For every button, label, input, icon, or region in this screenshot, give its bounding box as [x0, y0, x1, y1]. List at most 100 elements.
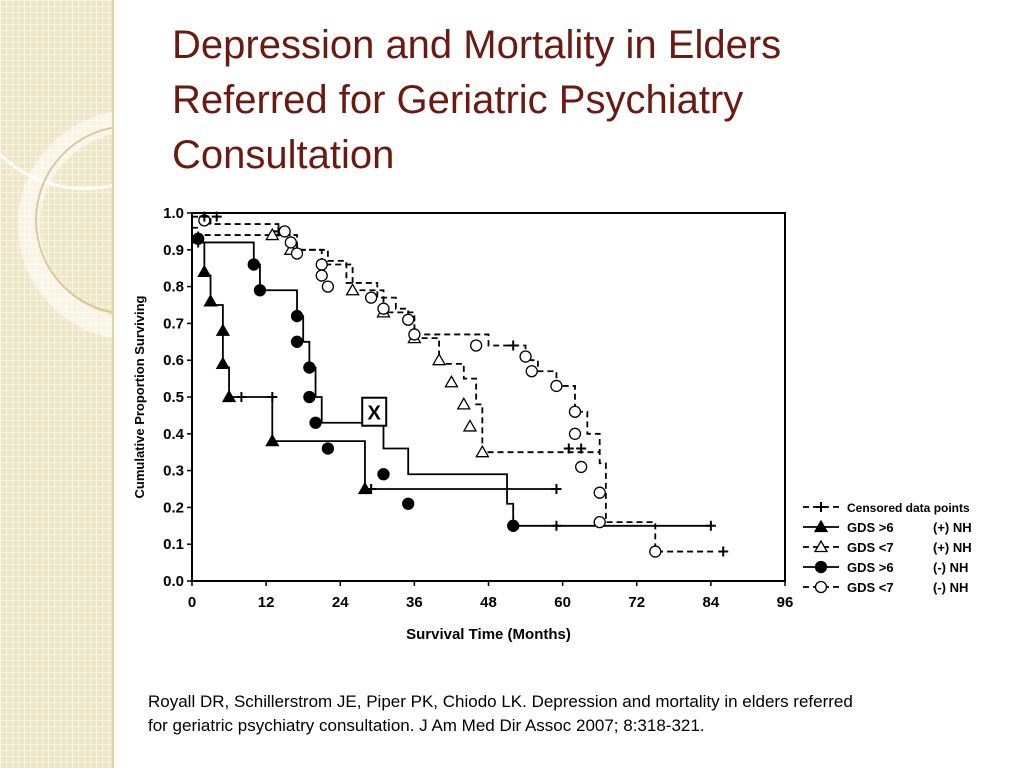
y-tick-label: 0.2: [163, 499, 184, 516]
data-point: [507, 519, 520, 532]
y-axis-label: Cumulative Proportion Surviving: [132, 295, 147, 498]
slide-title-line: Referred for Geriatric Psychiatry: [172, 78, 744, 122]
data-point: [568, 405, 582, 418]
slide-title: Depression and Mortality in Elders Refer…: [172, 18, 972, 183]
y-tick-label: 0.5: [163, 389, 184, 406]
legend-series-name: GDS >6: [847, 520, 894, 535]
censored-point: [551, 484, 562, 494]
data-point: [402, 497, 415, 510]
legend-nh-label: (+) NH: [933, 540, 972, 555]
series-line: [192, 226, 600, 454]
censored-point: [705, 520, 716, 531]
legend-nh-label: (-) NH: [933, 560, 968, 575]
data-point: [593, 515, 606, 529]
series-line: [192, 215, 718, 553]
data-point: [265, 433, 280, 447]
data-point: [575, 460, 588, 474]
y-tick-label: 0.0: [163, 573, 184, 590]
y-tick-label: 1.0: [163, 205, 184, 222]
x-tick-label: 84: [703, 594, 720, 611]
y-tick-label: 0.6: [163, 352, 184, 369]
censored-point: [199, 211, 210, 222]
legend-marker: [813, 519, 829, 533]
x-tick-label: 48: [480, 594, 497, 611]
slide-title-line: Depression and Mortality in Elders: [172, 23, 782, 67]
decorative-sidebar: [0, 0, 114, 768]
citation-line: Royall DR, Schillerstrom JE, Piper PK, C…: [148, 692, 853, 711]
data-point: [321, 280, 335, 293]
censored-point: [718, 546, 729, 557]
legend-marker: [814, 560, 828, 574]
data-point: [278, 225, 291, 238]
legend-marker: [813, 539, 829, 553]
data-point: [303, 361, 316, 374]
data-point: [345, 282, 360, 296]
annotation-box: [361, 396, 388, 427]
data-point: [203, 294, 218, 307]
y-tick-label: 0.8: [163, 279, 184, 296]
y-tick-label: 0.4: [163, 426, 185, 443]
data-point: [364, 291, 378, 304]
data-point: [265, 227, 280, 241]
data-point: [309, 416, 322, 429]
data-point: [444, 374, 459, 388]
data-point: [408, 328, 421, 341]
data-point: [568, 427, 582, 440]
data-point: [253, 284, 267, 297]
data-point: [649, 545, 662, 558]
legend-series-name: GDS >6: [847, 560, 894, 575]
censored-point: [576, 443, 587, 454]
x-tick-label: 96: [777, 594, 794, 611]
x-tick-label: 36: [406, 594, 423, 611]
data-point: [221, 389, 237, 403]
data-point: [377, 468, 390, 481]
plot-frame: [191, 212, 786, 582]
data-point: [197, 264, 212, 278]
data-point: [321, 442, 335, 455]
data-point: [247, 258, 260, 271]
citation-line: for geriatric psychiatry consultation. J…: [148, 716, 705, 735]
y-tick-label: 0.9: [163, 242, 184, 259]
censored-point: [563, 443, 574, 454]
annotation-label: X: [368, 403, 382, 425]
x-tick-label: 72: [628, 594, 645, 611]
data-point: [303, 390, 316, 404]
data-point: [593, 486, 606, 499]
data-point: [462, 419, 478, 432]
data-point: [290, 309, 304, 323]
legend-marker: [814, 580, 828, 594]
y-tick-label: 0.1: [163, 536, 184, 553]
legend-nh-label: (+) NH: [933, 520, 972, 535]
data-point: [377, 302, 390, 315]
x-tick-label: 24: [332, 594, 349, 611]
data-point: [290, 335, 304, 348]
data-point: [402, 313, 415, 326]
censored-point: [236, 392, 247, 402]
data-point: [431, 352, 447, 366]
slide-title-line: Consultation: [172, 133, 395, 177]
legend-series-name: GDS <7: [847, 540, 894, 555]
x-axis-label: Survival Time (Months): [406, 626, 571, 643]
data-point: [192, 232, 205, 245]
data-point: [290, 247, 304, 260]
data-point: [315, 269, 328, 282]
data-point: [475, 444, 490, 458]
data-point: [525, 365, 538, 378]
legend-series-name: GDS <7: [847, 580, 894, 595]
censored-point: [211, 211, 222, 222]
censored-point: [366, 484, 377, 494]
x-tick-label: 12: [258, 594, 275, 611]
data-point: [456, 397, 471, 410]
survival-chart: 0 12 24 36 48 60 72 84 96 0.0 0.1 0.2 0.3 0.4 0.5 0.6 0.…: [132, 205, 972, 643]
data-point: [284, 236, 297, 249]
legend-nh-label: (-) NH: [933, 580, 968, 595]
legend-censored-marker: [816, 502, 826, 512]
legend-header: Censored data points: [847, 501, 970, 515]
y-tick-label: 0.3: [163, 463, 184, 480]
censored-point: [551, 520, 562, 531]
data-point: [215, 323, 231, 336]
citation: Royall DR, Schillerstrom JE, Piper PK, C…: [148, 690, 1024, 738]
data-point: [519, 350, 532, 363]
data-point: [550, 379, 563, 393]
x-tick-label: 0: [188, 594, 196, 611]
